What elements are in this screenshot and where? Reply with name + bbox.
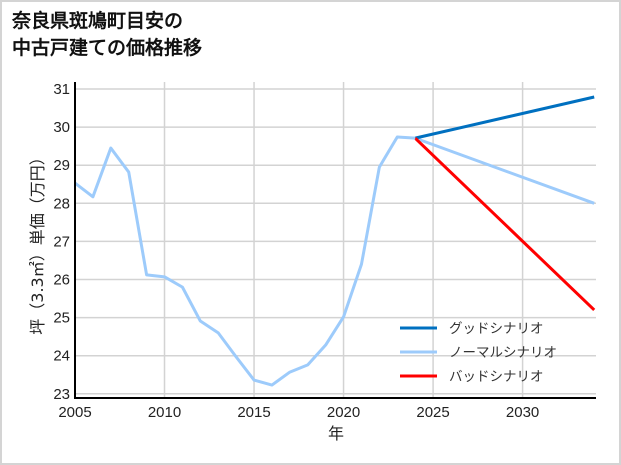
y-tick-label: 28 bbox=[53, 195, 70, 212]
x-tick-label: 2030 bbox=[506, 404, 539, 421]
series-line bbox=[74, 135, 416, 387]
y-tick-label: 25 bbox=[53, 310, 70, 327]
x-tick-label: 2020 bbox=[327, 404, 360, 421]
x-axis-label: 年 bbox=[328, 424, 344, 443]
chart-title-line1: 奈良県斑鳩町目安の bbox=[12, 10, 184, 32]
x-tick-label: 2025 bbox=[416, 404, 449, 421]
legend-label: グッドシナリオ bbox=[449, 321, 544, 337]
axes bbox=[74, 82, 596, 399]
y-tick-label: 27 bbox=[53, 233, 70, 250]
x-tick-label: 2005 bbox=[58, 404, 91, 421]
legend-label: バッドシナリオ bbox=[449, 369, 544, 385]
plot-lines bbox=[74, 95, 596, 387]
y-tick-label: 24 bbox=[53, 348, 70, 365]
y-tick-label: 29 bbox=[53, 157, 70, 174]
y-tick-label: 30 bbox=[53, 119, 70, 136]
series-line bbox=[414, 137, 596, 312]
chart-title: 奈良県斑鳩町目安の 中古戸建ての価格推移 bbox=[12, 8, 202, 62]
y-tick-label: 31 bbox=[53, 81, 70, 98]
legend-label: ノーマルシナリオ bbox=[449, 345, 557, 361]
series-line bbox=[414, 136, 595, 205]
x-tick-label: 2010 bbox=[148, 404, 181, 421]
grid-lines bbox=[75, 82, 596, 398]
tick-labels: 23 24 25 26 27 28 29 30 31 2005 2010 2015 2020 2025 20… bbox=[53, 81, 539, 421]
y-tick-label: 23 bbox=[53, 386, 70, 403]
y-tick-label: 26 bbox=[53, 272, 70, 289]
series-line bbox=[414, 95, 595, 140]
chart-title-line2: 中古戸建ての価格推移 bbox=[12, 37, 203, 59]
x-tick-label: 2015 bbox=[237, 404, 270, 421]
y-axis-label: 坪（3.3㎡）単価（万円） bbox=[28, 149, 47, 334]
